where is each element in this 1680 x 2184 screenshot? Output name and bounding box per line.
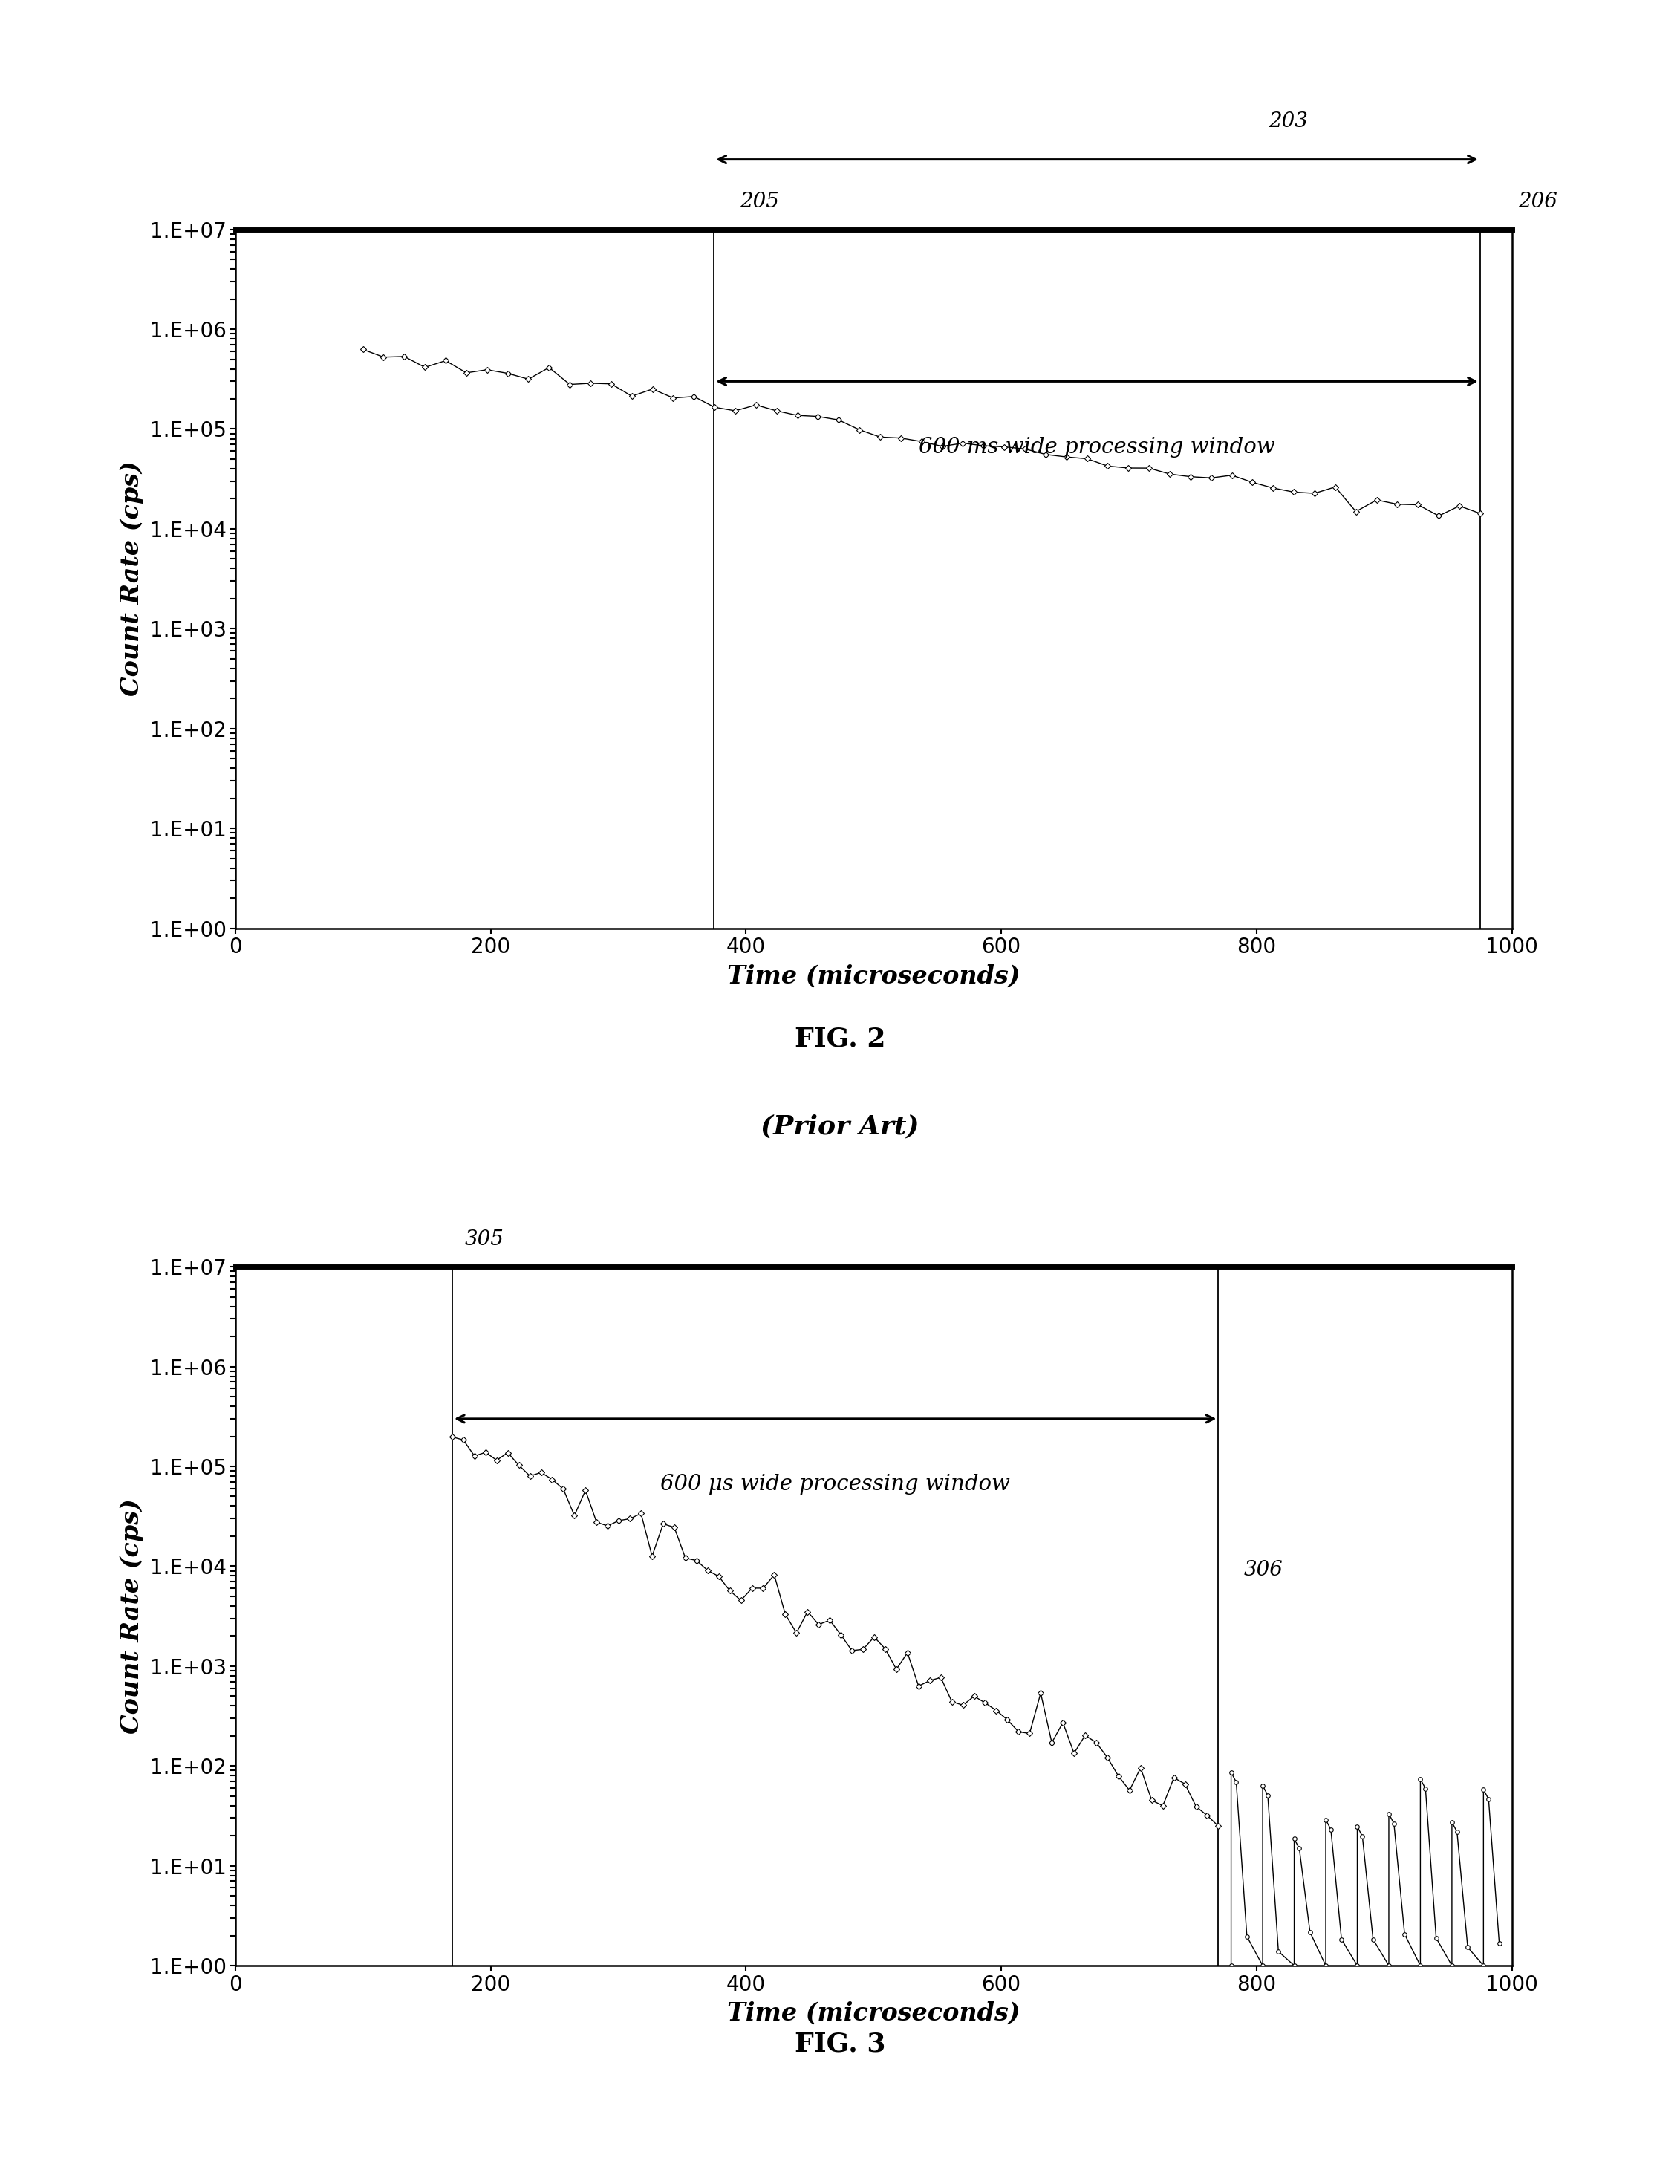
- Text: FIG. 2: FIG. 2: [795, 1026, 885, 1053]
- Text: 205: 205: [739, 192, 780, 212]
- Y-axis label: Count Rate (cps): Count Rate (cps): [119, 1498, 144, 1734]
- Text: (Prior Art): (Prior Art): [761, 1114, 919, 1140]
- X-axis label: Time (microseconds): Time (microseconds): [727, 963, 1020, 989]
- Text: 600 μs wide processing window: 600 μs wide processing window: [660, 1474, 1010, 1494]
- Text: FIG. 3: FIG. 3: [795, 2031, 885, 2057]
- Text: 600 ms wide processing window: 600 ms wide processing window: [919, 437, 1275, 456]
- X-axis label: Time (microseconds): Time (microseconds): [727, 2001, 1020, 2027]
- Text: 305: 305: [465, 1230, 504, 1249]
- Text: 206: 206: [1519, 192, 1557, 212]
- Y-axis label: Count Rate (cps): Count Rate (cps): [119, 461, 144, 697]
- Text: 203: 203: [1268, 111, 1309, 131]
- Text: 306: 306: [1243, 1559, 1284, 1581]
